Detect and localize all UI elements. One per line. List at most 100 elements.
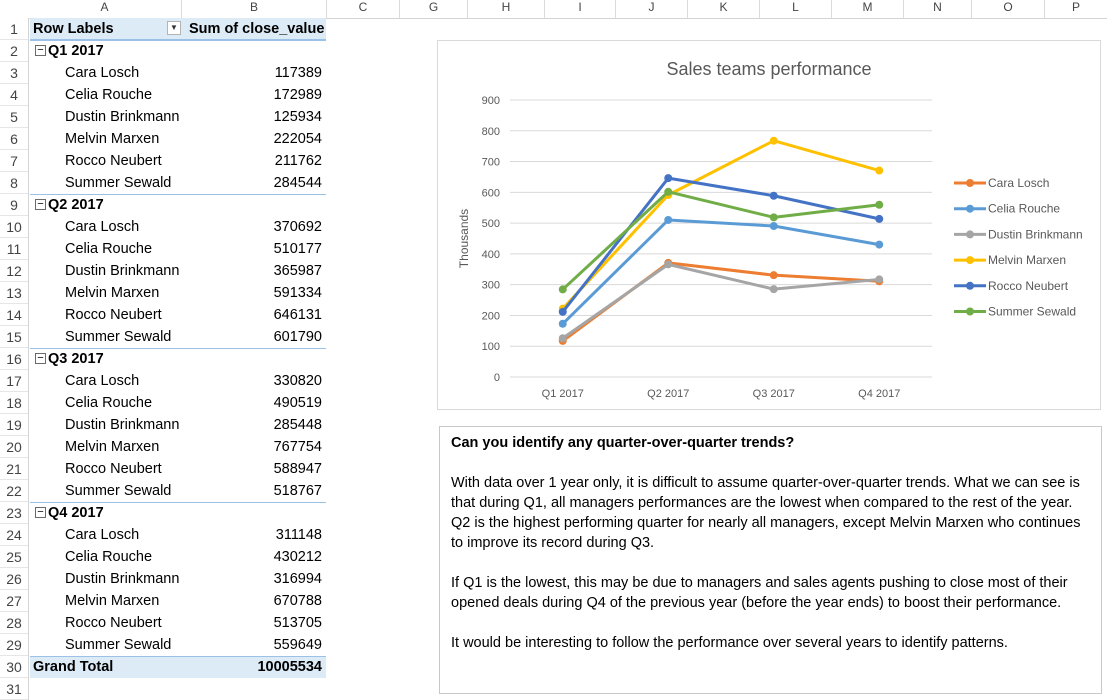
pivot-row-label[interactable]: Cara Losch — [65, 65, 140, 81]
pivot-row-label[interactable]: Summer Sewald — [65, 175, 172, 191]
row-header-23[interactable]: 23 — [0, 502, 28, 524]
pivot-row-value[interactable]: 510177 — [273, 241, 322, 257]
row-header-19[interactable]: 19 — [0, 414, 28, 436]
pivot-row-label[interactable]: Dustin Brinkmann — [65, 571, 180, 587]
row-header-15[interactable]: 15 — [0, 326, 28, 348]
pivot-row-label[interactable]: Celia Rouche — [65, 241, 153, 257]
row-header-10[interactable]: 10 — [0, 216, 28, 238]
pivot-row-value[interactable]: 316994 — [273, 571, 322, 587]
column-header-m[interactable]: M — [832, 0, 904, 18]
row-header-13[interactable]: 13 — [0, 282, 28, 304]
pivot-row-value[interactable]: 370692 — [273, 219, 322, 235]
pivot-row-value[interactable]: 646131 — [273, 307, 322, 323]
pivot-row-label[interactable]: Dustin Brinkmann — [65, 263, 180, 279]
column-header-k[interactable]: K — [688, 0, 760, 18]
pivot-row-value[interactable]: 767754 — [273, 439, 322, 455]
column-header-l[interactable]: L — [760, 0, 832, 18]
row-header-24[interactable]: 24 — [0, 524, 28, 546]
pivot-row-label[interactable]: Melvin Marxen — [65, 593, 160, 609]
collapse-toggle-icon[interactable]: − — [35, 507, 46, 518]
collapse-toggle-icon[interactable]: − — [35, 45, 46, 56]
pivot-row-label[interactable]: Rocco Neubert — [65, 307, 162, 323]
pivot-header-sum[interactable]: Sum of close_value — [189, 21, 325, 37]
collapse-toggle-icon[interactable]: − — [35, 199, 46, 210]
column-header-p[interactable]: P — [1071, 0, 1080, 14]
pivot-row-label[interactable]: Summer Sewald — [65, 329, 172, 345]
row-header-6[interactable]: 6 — [0, 128, 28, 150]
pivot-row-value[interactable]: 211762 — [274, 153, 322, 169]
pivot-group-label[interactable]: Q1 2017 — [48, 43, 104, 59]
pivot-row-label[interactable]: Rocco Neubert — [65, 615, 162, 631]
row-header-29[interactable]: 29 — [0, 634, 28, 656]
pivot-row-label[interactable]: Dustin Brinkmann — [65, 109, 180, 125]
pivot-row-label[interactable]: Celia Rouche — [65, 395, 153, 411]
pivot-row-value[interactable]: 490519 — [273, 395, 322, 411]
pivot-row-label[interactable]: Rocco Neubert — [65, 153, 162, 169]
column-header-i[interactable]: I — [545, 0, 616, 18]
line-chart[interactable]: Sales teams performance 0 100 200 300 400 500 6… — [437, 40, 1101, 410]
row-header-21[interactable]: 21 — [0, 458, 28, 480]
pivot-row-value[interactable]: 513705 — [273, 615, 322, 631]
row-header-1[interactable]: 1 — [0, 18, 28, 40]
row-header-7[interactable]: 7 — [0, 150, 28, 172]
pivot-row-label[interactable]: Melvin Marxen — [65, 131, 160, 147]
row-header-9[interactable]: 9 — [0, 194, 28, 216]
notes-textbox[interactable]: Can you identify any quarter-over-quarte… — [439, 426, 1102, 694]
row-header-26[interactable]: 26 — [0, 568, 28, 590]
pivot-row-label[interactable]: Melvin Marxen — [65, 285, 160, 301]
pivot-row-label[interactable]: Rocco Neubert — [65, 461, 162, 477]
row-header-25[interactable]: 25 — [0, 546, 28, 568]
filter-dropdown-icon[interactable]: ▼ — [167, 21, 181, 35]
row-header-20[interactable]: 20 — [0, 436, 28, 458]
pivot-row-value[interactable]: 117389 — [274, 65, 322, 81]
row-header-16[interactable]: 16 — [0, 348, 28, 370]
pivot-row-value[interactable]: 311148 — [275, 527, 322, 543]
row-header-8[interactable]: 8 — [0, 172, 28, 194]
row-header-17[interactable]: 17 — [0, 370, 28, 392]
pivot-row-label[interactable]: Cara Losch — [65, 527, 140, 543]
pivot-header-row-labels[interactable]: Row Labels — [33, 21, 114, 37]
pivot-row-label[interactable]: Melvin Marxen — [65, 439, 160, 455]
row-header-4[interactable]: 4 — [0, 84, 28, 106]
row-header-5[interactable]: 5 — [0, 106, 28, 128]
pivot-row-label[interactable]: Dustin Brinkmann — [65, 417, 180, 433]
pivot-row-label[interactable]: Summer Sewald — [65, 483, 172, 499]
column-header-g[interactable]: G — [400, 0, 468, 18]
pivot-group-label[interactable]: Q3 2017 — [48, 351, 104, 367]
pivot-row-value[interactable]: 284544 — [273, 175, 322, 191]
pivot-row-value[interactable]: 430212 — [273, 549, 322, 565]
row-header-18[interactable]: 18 — [0, 392, 28, 414]
grand-total-label[interactable]: Grand Total — [33, 659, 114, 675]
pivot-row-label[interactable]: Summer Sewald — [65, 637, 172, 653]
column-header-c[interactable]: C — [327, 0, 400, 18]
column-header-o[interactable]: O — [972, 0, 1045, 18]
row-header-22[interactable]: 22 — [0, 480, 28, 502]
pivot-row-value[interactable]: 172989 — [273, 87, 322, 103]
pivot-row-value[interactable]: 559649 — [273, 637, 322, 653]
pivot-row-label[interactable]: Celia Rouche — [65, 549, 153, 565]
column-header-h[interactable]: H — [468, 0, 545, 18]
pivot-row-value[interactable]: 670788 — [273, 593, 322, 609]
pivot-row-label[interactable]: Celia Rouche — [65, 87, 153, 103]
row-header-31[interactable]: 31 — [0, 678, 28, 700]
row-header-12[interactable]: 12 — [0, 260, 28, 282]
collapse-toggle-icon[interactable]: − — [35, 353, 46, 364]
pivot-row-value[interactable]: 365987 — [273, 263, 322, 279]
pivot-row-label[interactable]: Cara Losch — [65, 373, 140, 389]
pivot-row-value[interactable]: 588947 — [273, 461, 322, 477]
row-header-14[interactable]: 14 — [0, 304, 28, 326]
row-header-28[interactable]: 28 — [0, 612, 28, 634]
column-header-n[interactable]: N — [904, 0, 972, 18]
pivot-row-value[interactable]: 518767 — [273, 483, 322, 499]
pivot-row-value[interactable]: 601790 — [273, 329, 322, 345]
pivot-row-label[interactable]: Cara Losch — [65, 219, 140, 235]
column-header-a[interactable]: A — [28, 0, 182, 18]
pivot-row-value[interactable]: 125934 — [273, 109, 322, 125]
row-header-30[interactable]: 30 — [0, 656, 28, 678]
column-header-b[interactable]: B — [182, 0, 327, 18]
row-header-3[interactable]: 3 — [0, 62, 28, 84]
pivot-row-value[interactable]: 330820 — [273, 373, 322, 389]
pivot-group-label[interactable]: Q4 2017 — [48, 505, 104, 521]
row-header-27[interactable]: 27 — [0, 590, 28, 612]
pivot-row-value[interactable]: 591334 — [273, 285, 322, 301]
